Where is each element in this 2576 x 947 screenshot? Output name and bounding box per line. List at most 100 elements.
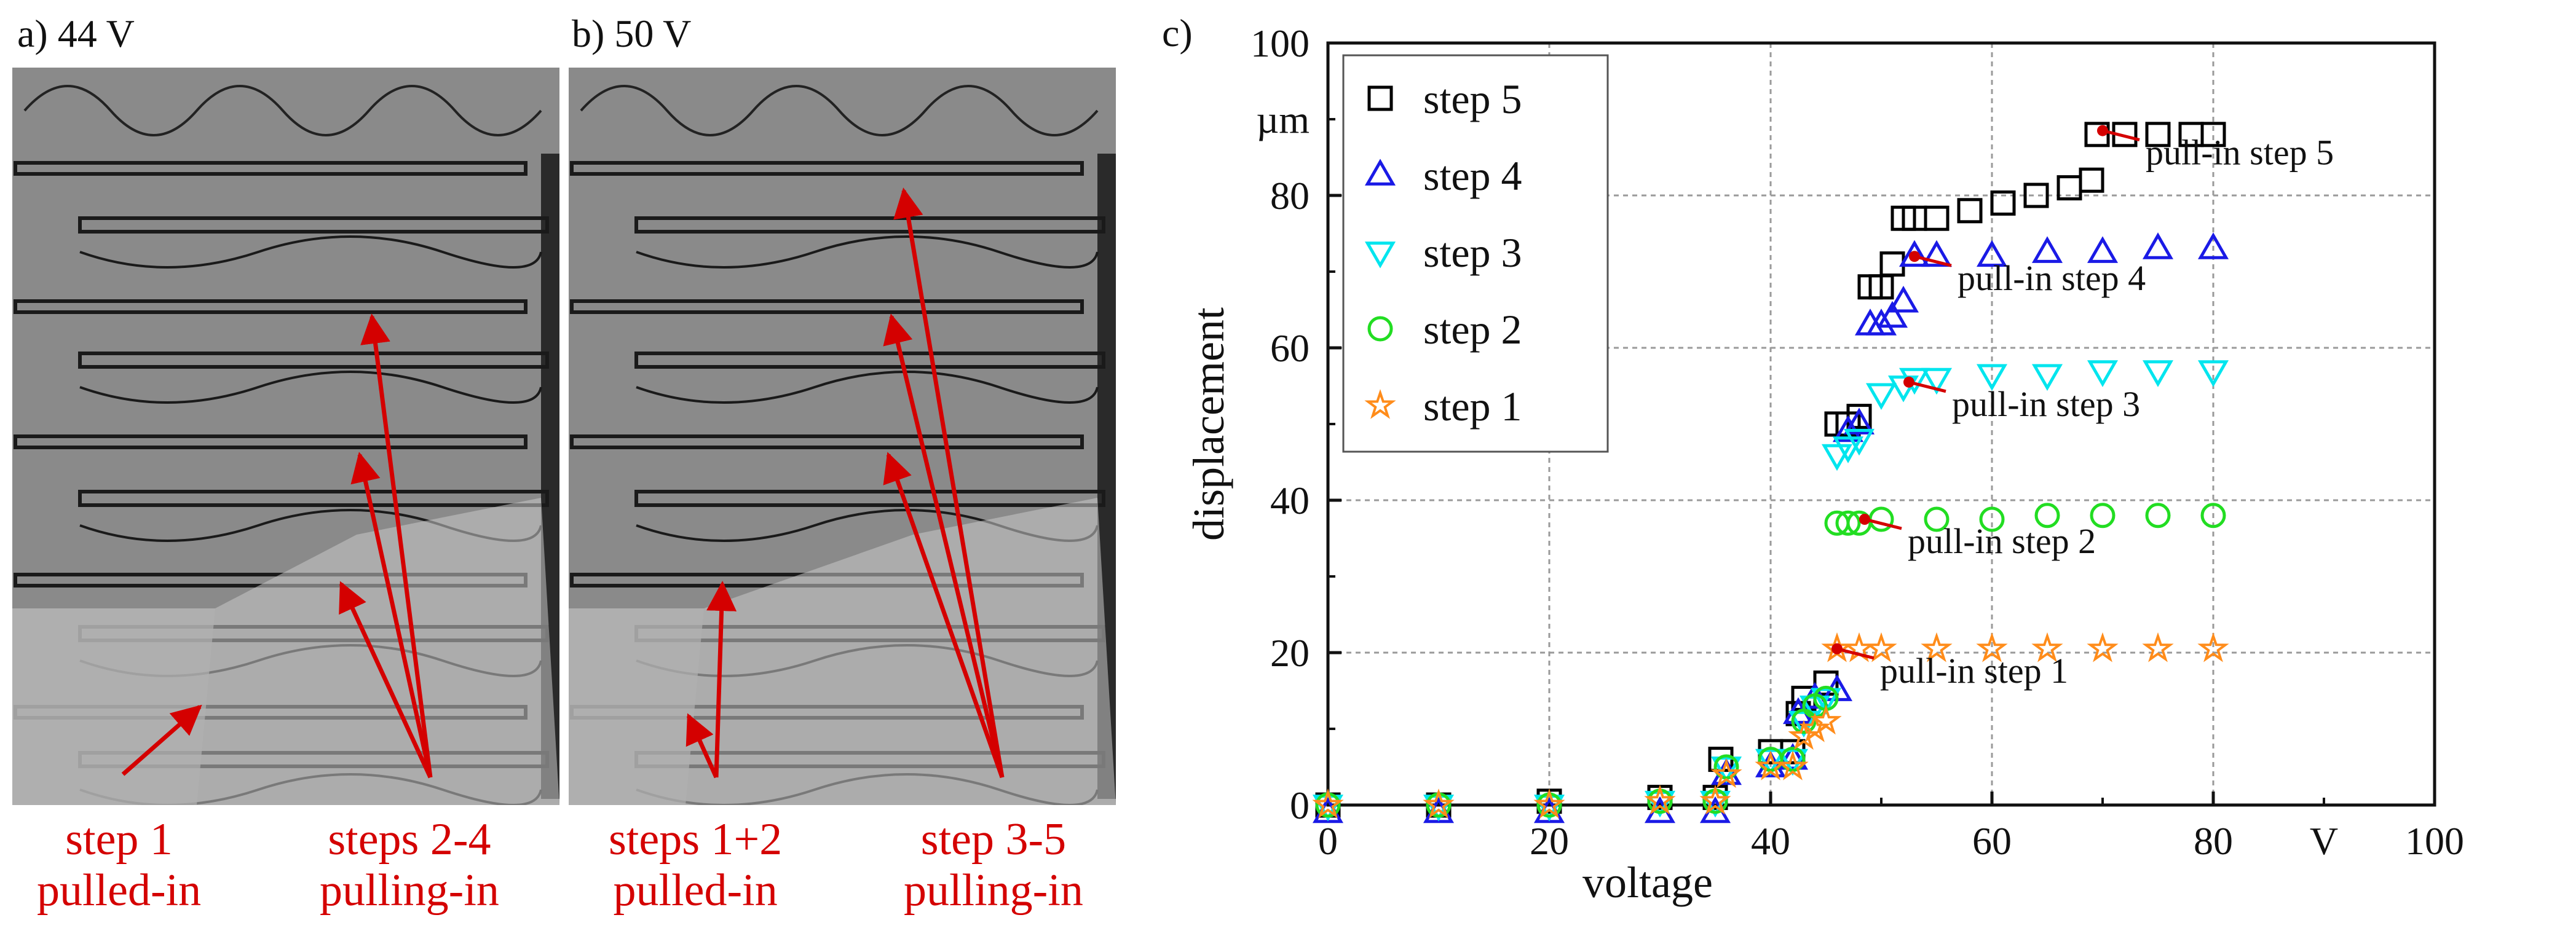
data-point: [1865, 308, 1897, 336]
data-point: [2023, 183, 2049, 208]
chart-axes: 0 20 40 60 80 100 0 20 40 60 80 100: [1250, 22, 2464, 863]
caption-a-left-line2: pulled-in: [37, 865, 202, 916]
arrow-b-steps35-3: [883, 452, 1005, 779]
y-axis-label: displacement: [1184, 307, 1233, 541]
data-point: [2197, 232, 2229, 259]
arrow-b-steps12-2: [706, 581, 737, 778]
data-point: [1843, 428, 1875, 456]
caption-b-right-line1: step 3-5: [920, 814, 1067, 865]
series-step-1: [1312, 632, 2229, 819]
x-axis-label: voltage: [1582, 858, 1713, 907]
panel-b-micrograph: [569, 68, 1116, 805]
legend-entry: step 4: [1423, 152, 1522, 199]
x-axis-unit: V: [2310, 819, 2338, 863]
data-point: [1788, 720, 1820, 750]
data-point: [2142, 632, 2174, 662]
data-point: [1699, 784, 1731, 815]
data-point: [1868, 506, 1894, 532]
data-point: [1710, 758, 1742, 788]
pull-in-leader: [2102, 129, 2140, 142]
data-point: [2031, 364, 2063, 391]
data-point: [2200, 122, 2226, 147]
arrow-b-steps12-1: [685, 713, 719, 779]
arrow-a-steps-1: [360, 313, 433, 778]
y-tick-label: 40: [1270, 479, 1310, 522]
data-point: [2142, 232, 2174, 259]
y-tick-label: 0: [1290, 784, 1310, 827]
data-point: [2087, 236, 2119, 263]
data-point: [1423, 788, 1455, 819]
callout-arrows: [121, 187, 1005, 779]
data-point: [2197, 360, 2229, 387]
arrow-b-steps35-1: [893, 187, 1005, 778]
data-point: [1921, 632, 1953, 662]
x-tick-label: 80: [2194, 819, 2233, 863]
data-point: [1990, 190, 2016, 216]
caption-b-left-line1: steps 1+2: [609, 814, 783, 865]
legend-marker: [1367, 316, 1393, 342]
annotation-label: pull-in step 3: [1952, 384, 2140, 424]
data-point: [1777, 750, 1809, 780]
data-point: [2145, 503, 2171, 529]
legend-marker: [1364, 242, 1396, 269]
chart-legend: step 5 step 4 step 3 step 2 step 1: [1342, 54, 1609, 453]
data-point: [1865, 632, 1897, 662]
data-point: [1832, 436, 1864, 463]
data-point: [2084, 122, 2110, 147]
data-point: [2142, 360, 2174, 387]
data-point: [2197, 632, 2229, 662]
caption-b-right: step 3-5 pulling-in: [904, 814, 1083, 916]
data-point: [1924, 205, 1950, 231]
data-point: [1976, 240, 2008, 267]
pull-in-leader: [1908, 380, 1946, 393]
data-point: [1821, 444, 1853, 471]
data-point: [1879, 251, 1905, 277]
caption-a-right-line2: pulling-in: [320, 865, 499, 916]
data-point: [1710, 758, 1742, 785]
y-tick-label: 80: [1270, 174, 1310, 218]
displacement-chart: c) 0 20 40 60 80 100 0 20 40 60 80 100 pull-in step…: [1162, 11, 2464, 907]
data-point: [2079, 167, 2104, 193]
data-point: [1976, 364, 2008, 391]
data-point: [1810, 688, 1842, 715]
chart-marks: [1312, 122, 2229, 823]
data-point: [2031, 632, 2063, 662]
data-point: [2090, 503, 2116, 529]
data-point: [1533, 788, 1565, 819]
arrow-a-steps-2: [350, 452, 433, 778]
data-point: [1921, 240, 1953, 267]
annotation-label: pull-in step 1: [1880, 651, 2068, 691]
caption-b-left: steps 1+2 pulled-in: [609, 814, 782, 916]
data-point: [1835, 510, 1861, 536]
data-point: [1788, 710, 1820, 738]
caption-a-left: step 1 pulled-in: [37, 814, 201, 916]
legend-marker: [1367, 85, 1393, 111]
data-point: [1865, 383, 1897, 411]
data-point: [1312, 795, 1344, 822]
legend-marker: [1364, 159, 1396, 186]
data-point: [2031, 236, 2063, 263]
data-point: [1979, 506, 2005, 532]
data-point: [1644, 790, 1676, 818]
data-point: [1876, 301, 1908, 328]
x-tick-label: 100: [2405, 819, 2464, 863]
panel-b-label: b) 50 V: [572, 12, 692, 55]
data-point: [1777, 742, 1809, 770]
data-point: [2087, 632, 2119, 662]
data-point: [1887, 285, 1919, 313]
pull-in-leader: [1864, 517, 1902, 530]
panel-a-label: a) 44 V: [17, 12, 135, 55]
data-point: [1644, 784, 1676, 815]
caption-b-left-line2: pulled-in: [613, 865, 778, 916]
x-tick-label: 40: [1751, 819, 1790, 863]
data-point: [1843, 407, 1875, 434]
arrow-a-step1: [121, 704, 202, 776]
annotation-label: pull-in step 4: [1958, 258, 2146, 298]
data-point: [1887, 375, 1919, 403]
data-point: [1713, 754, 1739, 780]
legend-entry: step 5: [1423, 76, 1522, 122]
legend-marker: [1364, 389, 1396, 419]
x-tick-label: 60: [1972, 819, 2012, 863]
arrow-a-steps-3: [339, 581, 433, 779]
data-point: [1810, 704, 1842, 735]
